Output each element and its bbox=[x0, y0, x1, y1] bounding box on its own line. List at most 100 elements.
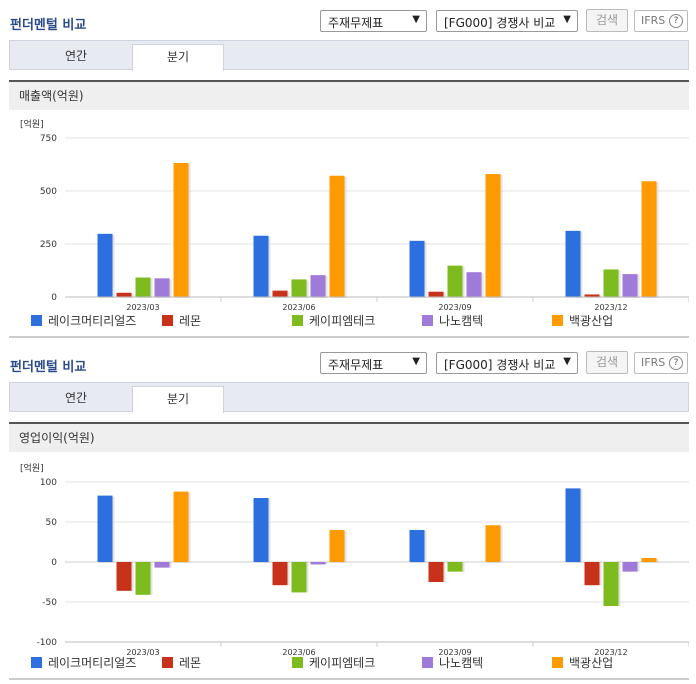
bar bbox=[154, 562, 170, 568]
legend-swatch bbox=[162, 657, 173, 668]
bar bbox=[447, 562, 463, 572]
bar bbox=[116, 292, 132, 297]
legend-item[interactable]: 나노캠텍 bbox=[422, 656, 483, 672]
statement-select[interactable]: 주재무제표 ▼ bbox=[320, 352, 427, 374]
bar bbox=[329, 530, 345, 562]
legend-swatch bbox=[31, 657, 42, 668]
legend-label: 케이피엠테크 bbox=[309, 656, 376, 670]
legend-swatch bbox=[162, 315, 173, 326]
legend-label: 레이크머티리얼즈 bbox=[48, 314, 137, 328]
compare-select-value: [FG000] 경쟁사 비교 bbox=[444, 358, 556, 372]
statement-select[interactable]: 주재무제표 ▼ bbox=[320, 10, 427, 32]
section-title: 펀더멘털 비교 bbox=[10, 360, 87, 375]
y-tick-label: 50 bbox=[46, 518, 58, 528]
chevron-down-icon: ▼ bbox=[563, 14, 571, 25]
period-tabs: 연간 분기 bbox=[9, 382, 689, 413]
bar bbox=[565, 230, 581, 297]
tab-quarterly[interactable]: 분기 bbox=[132, 386, 224, 413]
chart-legend: 레이크머티리얼즈 레몬 케이피엠테크 나노캠텍 백광산업 bbox=[31, 314, 691, 330]
bar bbox=[622, 562, 638, 572]
legend-label: 백광산업 bbox=[569, 656, 614, 670]
fundamental-comparison-revenue: 펀더멘털 비교 주재무제표 ▼ [FG000] 경쟁사 비교 ▼ 검색 IFRS… bbox=[9, 9, 689, 338]
legend-label: 백광산업 bbox=[569, 314, 614, 328]
bar bbox=[173, 491, 189, 562]
bar bbox=[565, 488, 581, 562]
legend-item[interactable]: 백광산업 bbox=[552, 656, 613, 672]
bar bbox=[173, 163, 189, 297]
statement-select-value: 주재무제표 bbox=[328, 16, 384, 30]
revenue-chart: [억원] 0 250 500 750 2023/03 2023/06 2023/09 2023/… bbox=[9, 110, 689, 338]
tab-annual[interactable]: 연간 bbox=[64, 391, 88, 405]
ifrs-button[interactable]: IFRS ? bbox=[634, 352, 688, 374]
bar bbox=[253, 235, 269, 297]
chevron-down-icon: ▼ bbox=[563, 356, 571, 367]
bar bbox=[291, 562, 307, 593]
question-circle-icon: ? bbox=[669, 14, 683, 28]
compare-select[interactable]: [FG000] 경쟁사 비교 ▼ bbox=[436, 10, 578, 32]
x-tick-label: 2023/09 bbox=[438, 303, 471, 312]
search-button[interactable]: 검색 bbox=[586, 351, 628, 374]
legend-swatch bbox=[552, 657, 563, 668]
y-tick-label: 0 bbox=[51, 558, 57, 568]
bar bbox=[272, 290, 288, 297]
bar bbox=[310, 562, 326, 565]
bar bbox=[409, 240, 425, 297]
search-button[interactable]: 검색 bbox=[586, 9, 628, 32]
bar bbox=[97, 495, 113, 562]
bar bbox=[135, 277, 151, 297]
y-unit-label: [억원] bbox=[20, 462, 44, 474]
chart-header: 매출액(억원) bbox=[9, 80, 689, 110]
ifrs-button[interactable]: IFRS ? bbox=[634, 10, 688, 32]
bar bbox=[584, 294, 600, 297]
y-tick-label: -50 bbox=[42, 598, 57, 608]
legend-label: 케이피엠테크 bbox=[309, 314, 376, 328]
bar bbox=[154, 278, 170, 297]
bar bbox=[291, 279, 307, 297]
bar bbox=[135, 562, 151, 595]
bar bbox=[603, 562, 619, 606]
bar bbox=[310, 275, 326, 297]
y-tick-label: 750 bbox=[40, 134, 57, 144]
legend-item[interactable]: 케이피엠테크 bbox=[292, 656, 375, 672]
y-tick-label: 500 bbox=[40, 187, 57, 197]
compare-select[interactable]: [FG000] 경쟁사 비교 ▼ bbox=[436, 352, 578, 374]
bar bbox=[584, 562, 600, 586]
legend-item[interactable]: 레이크머티리얼즈 bbox=[31, 656, 136, 672]
y-tick-label: -100 bbox=[37, 638, 58, 648]
legend-swatch bbox=[292, 315, 303, 326]
legend-label: 나노캠텍 bbox=[439, 314, 484, 328]
chart-header: 영업이익(억원) bbox=[9, 422, 689, 452]
operating-profit-chart: [억원] -100 -50 0 50 100 2023/03 2023/06 2023/09 20… bbox=[9, 452, 689, 680]
legend-label: 레이크머티리얼즈 bbox=[48, 656, 137, 670]
legend-label: 나노캠텍 bbox=[439, 656, 484, 670]
section-title: 펀더멘털 비교 bbox=[10, 18, 87, 33]
legend-swatch bbox=[292, 657, 303, 668]
bar bbox=[447, 265, 463, 297]
bar bbox=[97, 233, 113, 297]
compare-select-value: [FG000] 경쟁사 비교 bbox=[444, 16, 556, 30]
ifrs-label: IFRS bbox=[641, 356, 666, 369]
y-unit-label: [억원] bbox=[20, 118, 44, 130]
tab-quarterly[interactable]: 분기 bbox=[132, 44, 224, 71]
legend-swatch bbox=[422, 315, 433, 326]
question-circle-icon: ? bbox=[669, 356, 683, 370]
legend-label: 레몬 bbox=[179, 314, 202, 328]
x-tick-label: 2023/03 bbox=[126, 303, 159, 312]
bar bbox=[641, 181, 657, 297]
legend-item[interactable]: 케이피엠테크 bbox=[292, 314, 375, 330]
bar bbox=[116, 562, 132, 591]
tab-annual[interactable]: 연간 bbox=[64, 49, 88, 63]
bar bbox=[253, 498, 269, 562]
x-tick-label: 2023/12 bbox=[594, 648, 627, 657]
legend-item[interactable]: 나노캠텍 bbox=[422, 314, 483, 330]
legend-item[interactable]: 레몬 bbox=[162, 656, 201, 672]
bar bbox=[466, 272, 482, 297]
bar bbox=[603, 269, 619, 297]
x-tick-label: 2023/06 bbox=[282, 648, 315, 657]
fundamental-comparison-operating-profit: 펀더멘털 비교 주재무제표 ▼ [FG000] 경쟁사 비교 ▼ 검색 IFRS… bbox=[0, 342, 696, 684]
y-tick-label: 250 bbox=[40, 240, 57, 250]
legend-item[interactable]: 레몬 bbox=[162, 314, 201, 330]
bar bbox=[428, 562, 444, 582]
legend-item[interactable]: 레이크머티리얼즈 bbox=[31, 314, 136, 330]
legend-item[interactable]: 백광산업 bbox=[552, 314, 613, 330]
